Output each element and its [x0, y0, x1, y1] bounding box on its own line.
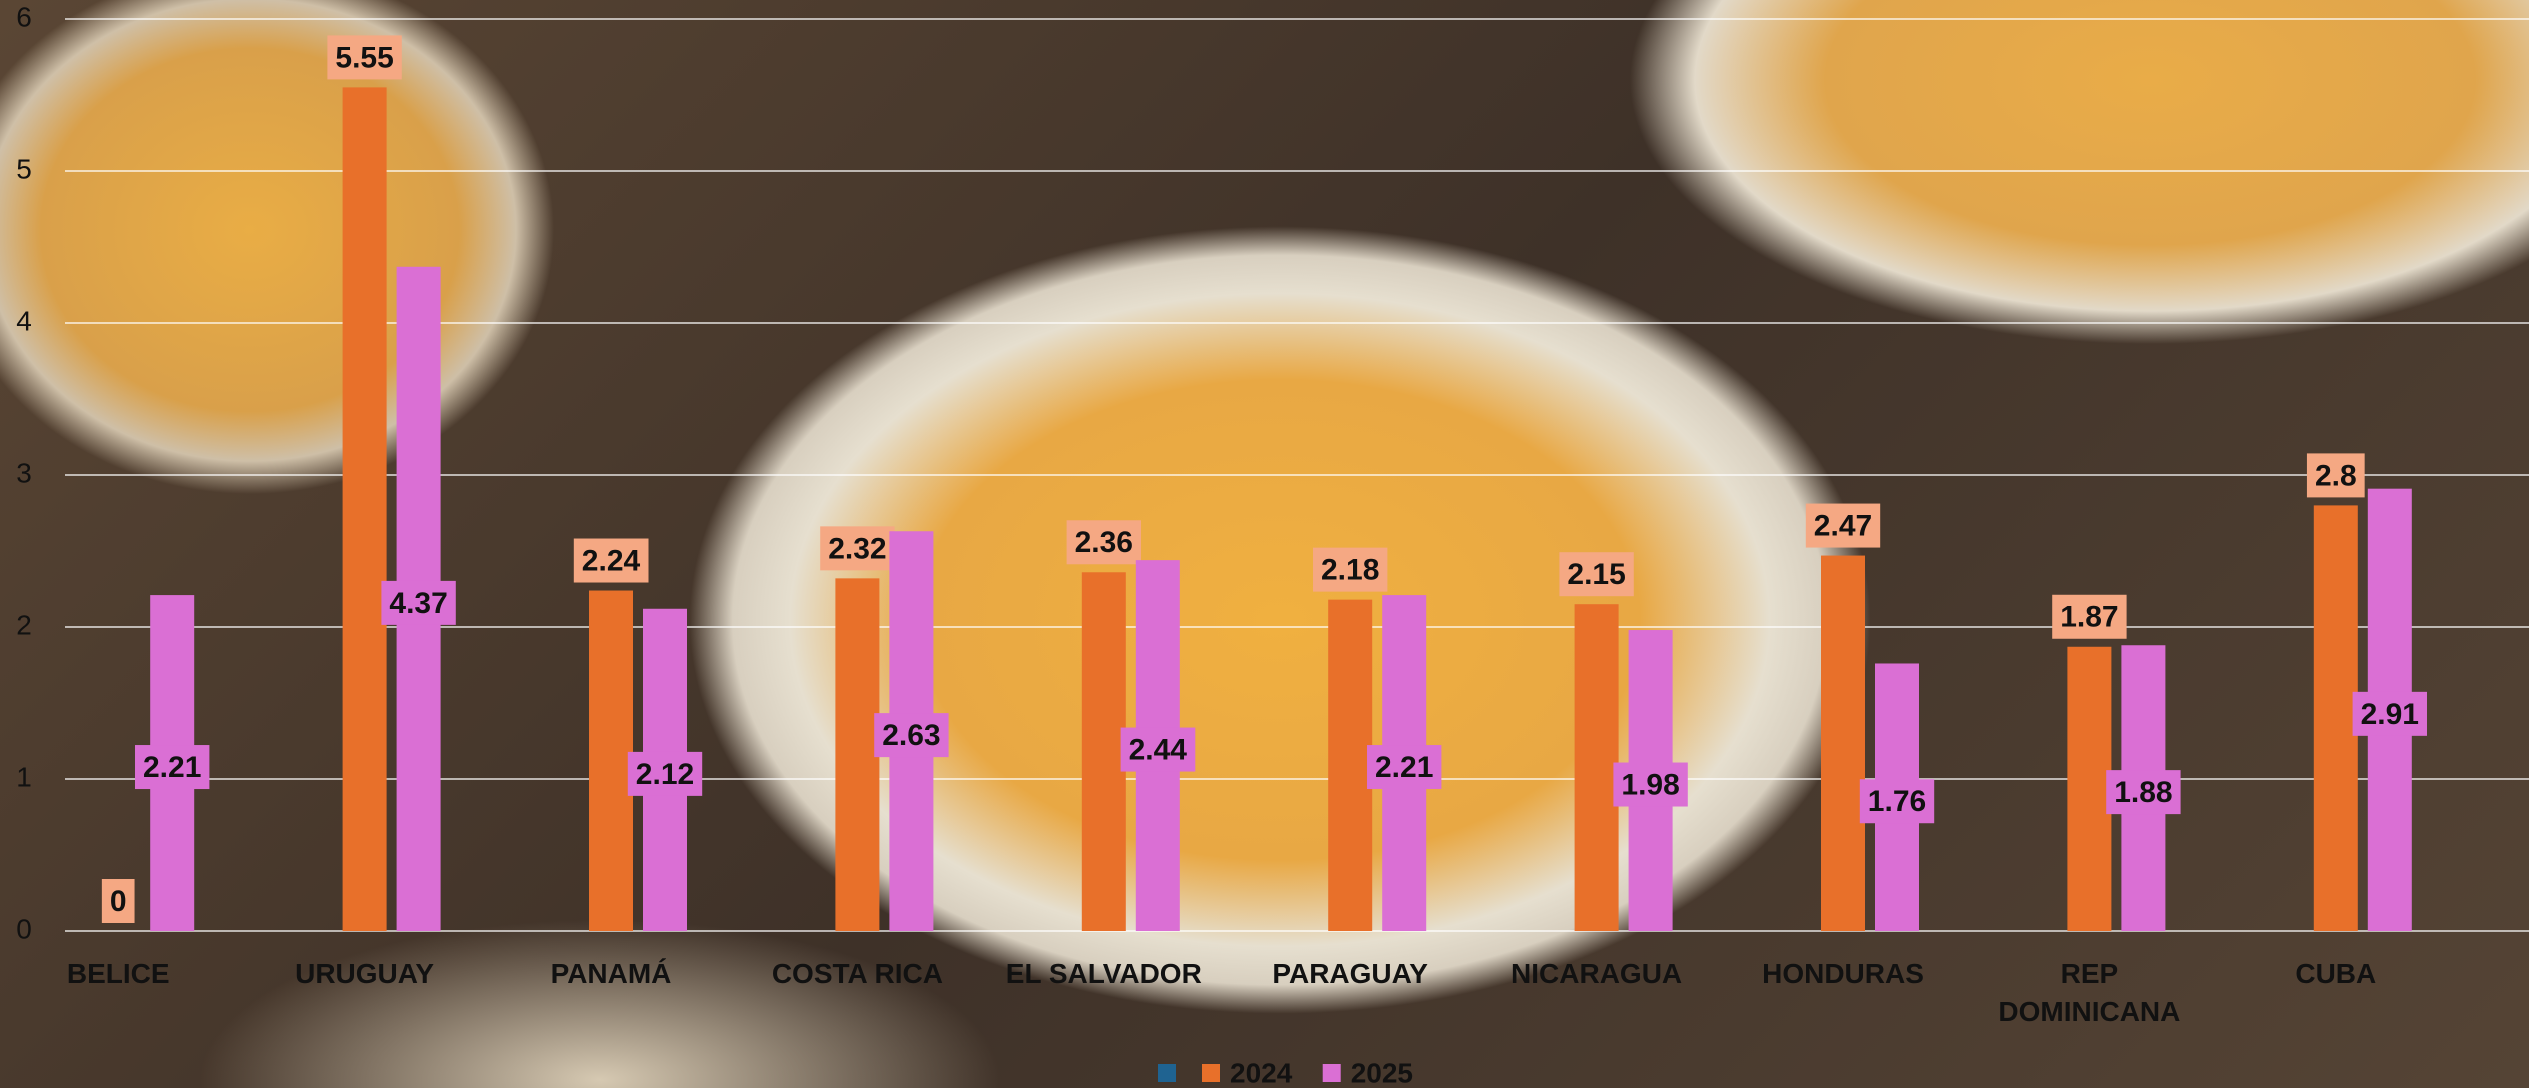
- value-label: 2.44: [1129, 733, 1188, 766]
- chart: 0 1 2 3 4 5 6 0 2.21 5.55 4.37 2.24 2.12 2.32 2.63 2.36…: [0, 0, 2529, 1088]
- y-tick-label: 1: [16, 761, 32, 792]
- value-label: 1.76: [1868, 785, 1926, 818]
- value-label: 2.18: [1321, 554, 1379, 587]
- value-label: 2.8: [2315, 459, 2357, 492]
- page: 0 1 2 3 4 5 6 0 2.21 5.55 4.37 2.24 2.12 2.32 2.63 2.36…: [0, 0, 2529, 1088]
- bar: [1575, 604, 1619, 931]
- x-tick-label: COSTA RICA: [742, 955, 972, 993]
- x-tick-label: URUGUAY: [250, 955, 480, 993]
- value-label: 1.87: [2060, 601, 2118, 634]
- legend-label: 2024: [1230, 1057, 1293, 1088]
- bar: [2067, 647, 2111, 931]
- value-label: 2.32: [828, 532, 886, 565]
- value-label: 1.88: [2114, 776, 2172, 809]
- value-label: 2.21: [1375, 751, 1433, 784]
- bar: [1821, 556, 1865, 931]
- value-label: 2.15: [1567, 558, 1625, 591]
- x-tick-label: PANAMÁ: [496, 955, 726, 993]
- legend-label: 2025: [1351, 1057, 1413, 1088]
- value-label: 2.36: [1075, 526, 1133, 559]
- value-label: 2.21: [143, 751, 201, 784]
- bar: [2314, 505, 2358, 931]
- y-tick-label: 2: [16, 609, 32, 640]
- value-label: 2.24: [582, 544, 641, 577]
- y-tick-label: 3: [16, 457, 32, 488]
- x-tick-label: PARAGUAY: [1235, 955, 1465, 993]
- value-label: 5.55: [335, 41, 393, 74]
- bar: [1328, 600, 1372, 931]
- value-label: 2.47: [1814, 509, 1872, 542]
- value-label: 2.12: [636, 758, 694, 791]
- legend-swatch: [1202, 1064, 1220, 1082]
- x-tick-label: NICARAGUA: [1482, 955, 1712, 993]
- x-tick-label: CUBA: [2221, 955, 2451, 993]
- value-label: 2.63: [882, 719, 940, 752]
- value-label: 4.37: [389, 587, 447, 620]
- value-label: 1.98: [1621, 768, 1679, 801]
- x-tick-label: EL SALVADOR: [989, 955, 1219, 993]
- value-label: 0: [110, 885, 127, 918]
- bar: [1082, 572, 1126, 931]
- y-tick-label: 0: [16, 913, 32, 944]
- y-tick-label: 6: [16, 1, 32, 32]
- legend-swatch-unlabeled: [1158, 1064, 1176, 1082]
- bar: [343, 87, 387, 931]
- y-tick-label: 5: [16, 153, 32, 184]
- y-tick-label: 4: [16, 305, 32, 336]
- x-tick-label: REP DOMINICANA: [1974, 955, 2204, 1031]
- x-tick-label: HONDURAS: [1728, 955, 1958, 993]
- x-tick-label: BELICE: [3, 955, 233, 993]
- value-label: 2.91: [2361, 698, 2419, 731]
- legend-swatch: [1323, 1064, 1341, 1082]
- bar: [835, 578, 879, 931]
- bar: [589, 591, 633, 931]
